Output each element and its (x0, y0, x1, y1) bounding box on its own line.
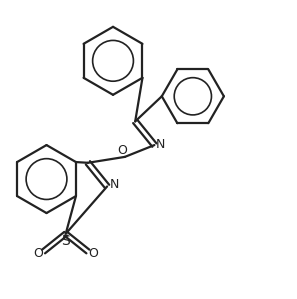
Text: O: O (118, 144, 127, 158)
Text: O: O (33, 247, 43, 260)
Text: S: S (61, 234, 70, 248)
Text: N: N (156, 138, 166, 151)
Text: O: O (88, 247, 98, 260)
Text: N: N (110, 179, 119, 191)
